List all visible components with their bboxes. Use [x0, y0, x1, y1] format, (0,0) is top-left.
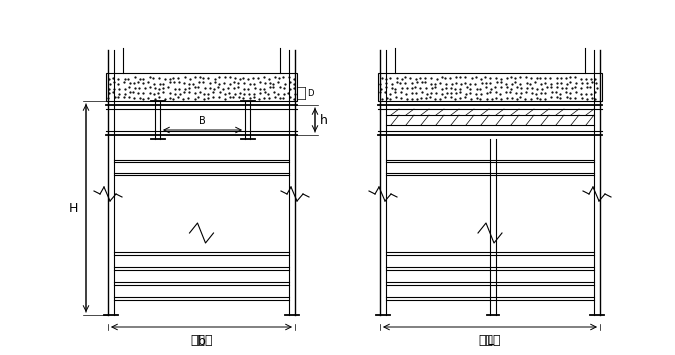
Text: 断面图: 断面图 [190, 334, 213, 347]
Text: H: H [69, 202, 78, 214]
Text: L: L [487, 335, 493, 348]
Text: h: h [320, 114, 328, 126]
Text: b: b [198, 335, 205, 348]
Text: B: B [199, 116, 206, 126]
Text: 侧面图: 侧面图 [479, 334, 502, 347]
Bar [106, 73, 297, 101]
Bar [378, 73, 602, 101]
Text: D: D [307, 88, 313, 98]
